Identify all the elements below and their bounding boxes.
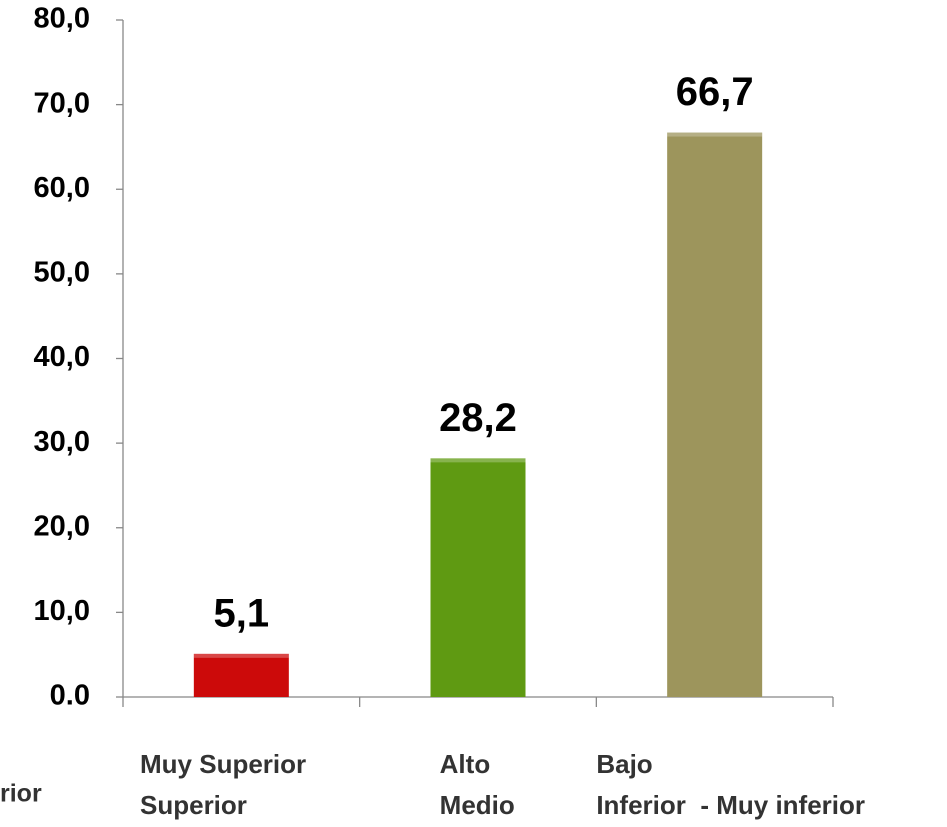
bar-highlight bbox=[193, 653, 289, 658]
value-label: 66,7 bbox=[676, 70, 754, 114]
value-label: 5,1 bbox=[214, 591, 270, 635]
bar bbox=[430, 458, 526, 697]
bar bbox=[193, 653, 289, 697]
annotation: rior bbox=[0, 780, 42, 808]
y-tick-label: 60,0 bbox=[34, 172, 90, 204]
bar-highlight bbox=[430, 458, 526, 463]
x-tick-label: Medio bbox=[440, 790, 515, 820]
y-tick-label: 10,0 bbox=[34, 595, 90, 627]
y-tick-label: 70,0 bbox=[34, 87, 90, 119]
y-tick-label: 30,0 bbox=[34, 426, 90, 458]
x-tick-label: Muy Superior bbox=[140, 749, 306, 779]
y-tick-label: 80,0 bbox=[34, 3, 90, 35]
x-tick-label: Bajo bbox=[596, 749, 652, 779]
x-tick-label: Alto bbox=[440, 749, 491, 779]
bar-highlight bbox=[667, 132, 763, 137]
bar bbox=[667, 132, 763, 697]
y-tick-label: 40,0 bbox=[34, 341, 90, 373]
y-tick-label: 50,0 bbox=[34, 257, 90, 289]
y-tick-label: 0.0 bbox=[50, 680, 90, 712]
y-tick-label: 20,0 bbox=[34, 510, 90, 542]
x-tick-label: Inferior - Muy inferior bbox=[596, 790, 865, 820]
value-label: 28,2 bbox=[439, 396, 517, 440]
x-tick-label: Superior bbox=[140, 790, 247, 820]
